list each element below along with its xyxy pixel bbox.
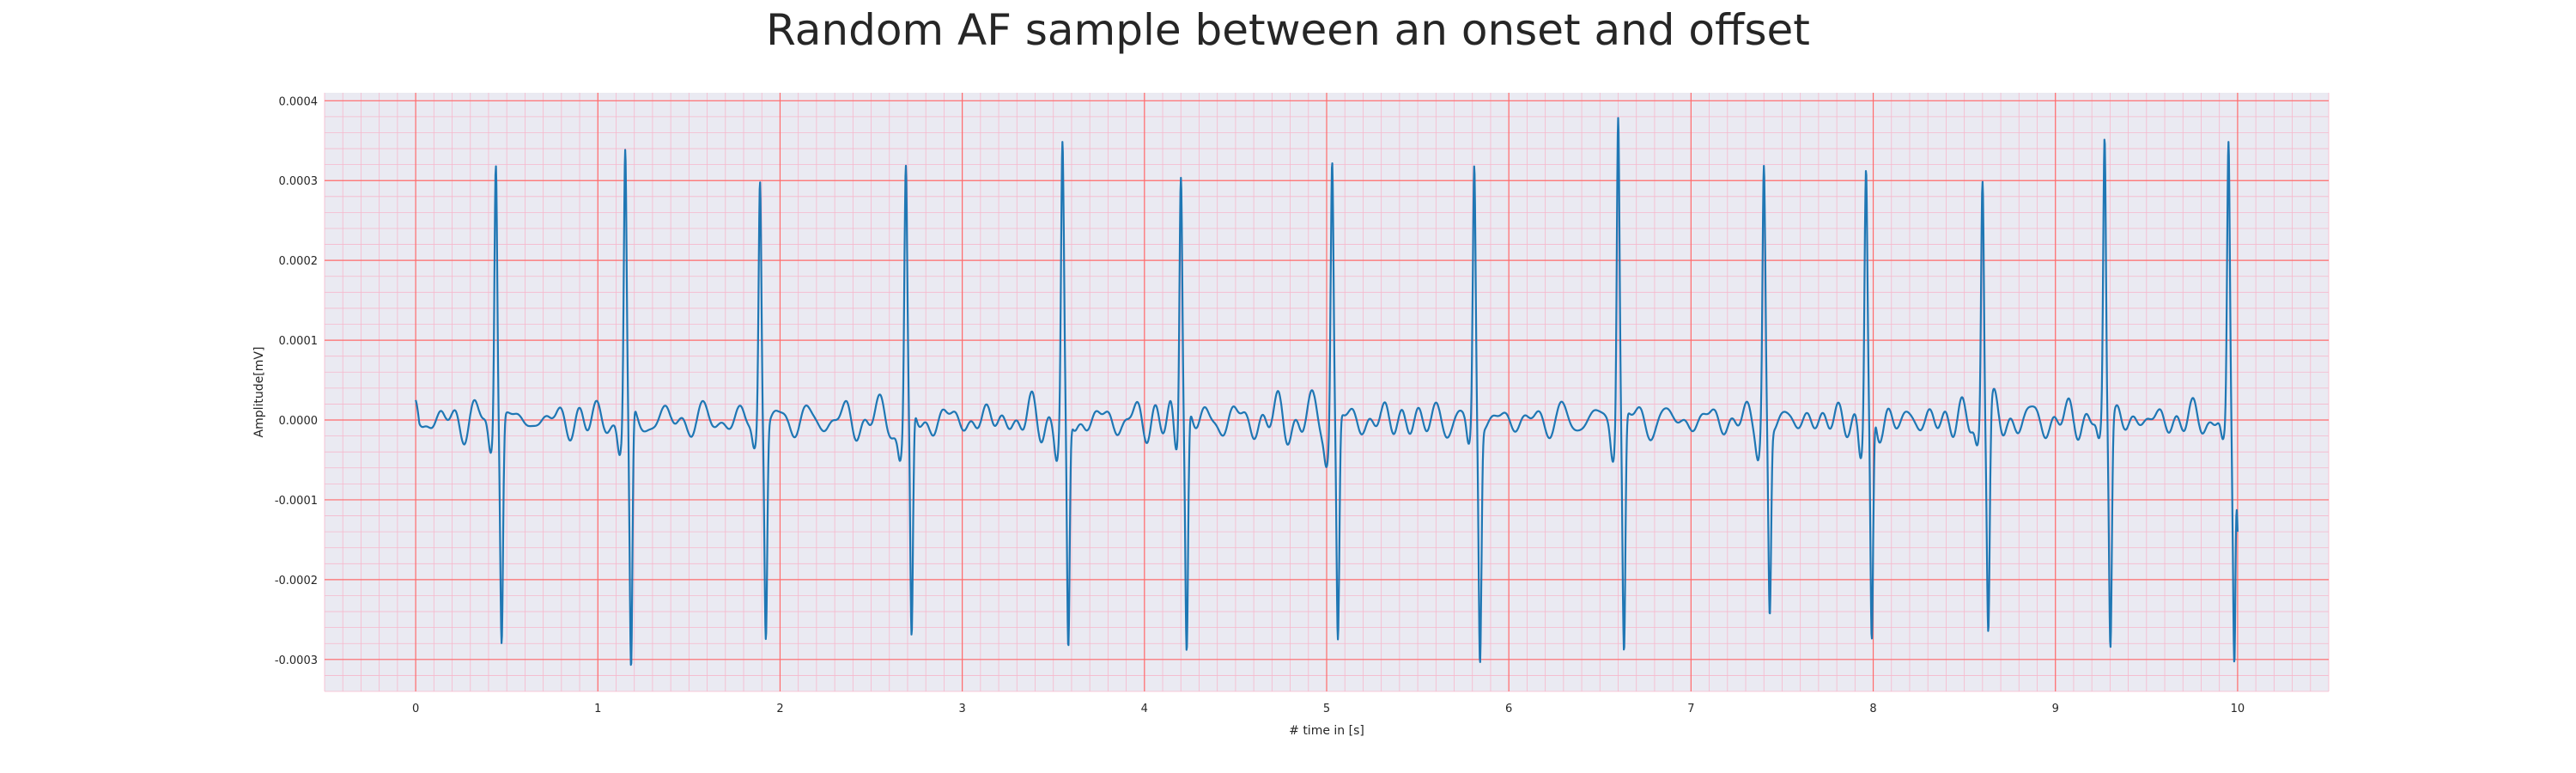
x-tick-label: 7 — [1687, 703, 1694, 715]
series-line-ecg — [415, 117, 2239, 666]
x-tick-label: 10 — [2231, 703, 2245, 715]
y-axis-ticks: -0.0003 -0.0002 -0.0001 0.0000 0.0001 0.0002 0… — [275, 95, 318, 667]
x-tick-label: 0 — [412, 703, 419, 715]
x-tick-label: 8 — [1869, 703, 1876, 715]
y-tick-label: -0.0002 — [275, 575, 318, 587]
x-axis-ticks: 0 1 2 3 4 5 6 7 8 9 10 — [412, 703, 2245, 715]
x-tick-label: 2 — [776, 703, 783, 715]
x-tick-label: 6 — [1505, 703, 1512, 715]
x-tick-label: 9 — [2052, 703, 2059, 715]
x-tick-label: 4 — [1141, 703, 1148, 715]
x-tick-label: 3 — [958, 703, 965, 715]
y-tick-label: 0.0003 — [279, 175, 319, 188]
x-tick-label: 1 — [594, 703, 601, 715]
x-tick-label: 5 — [1323, 703, 1330, 715]
chart-title: Random AF sample between an onset and of… — [766, 5, 1810, 55]
y-tick-label: -0.0003 — [275, 654, 318, 667]
y-tick-label: 0.0001 — [279, 335, 319, 348]
y-tick-label: 0.0004 — [279, 95, 319, 108]
x-axis-label: # time in [s] — [1289, 724, 1364, 738]
y-tick-label: -0.0001 — [275, 495, 318, 508]
y-axis-label: Amplitude[mV] — [252, 347, 266, 438]
y-tick-label: 0.0000 — [279, 415, 319, 428]
y-tick-label: 0.0002 — [279, 255, 319, 268]
